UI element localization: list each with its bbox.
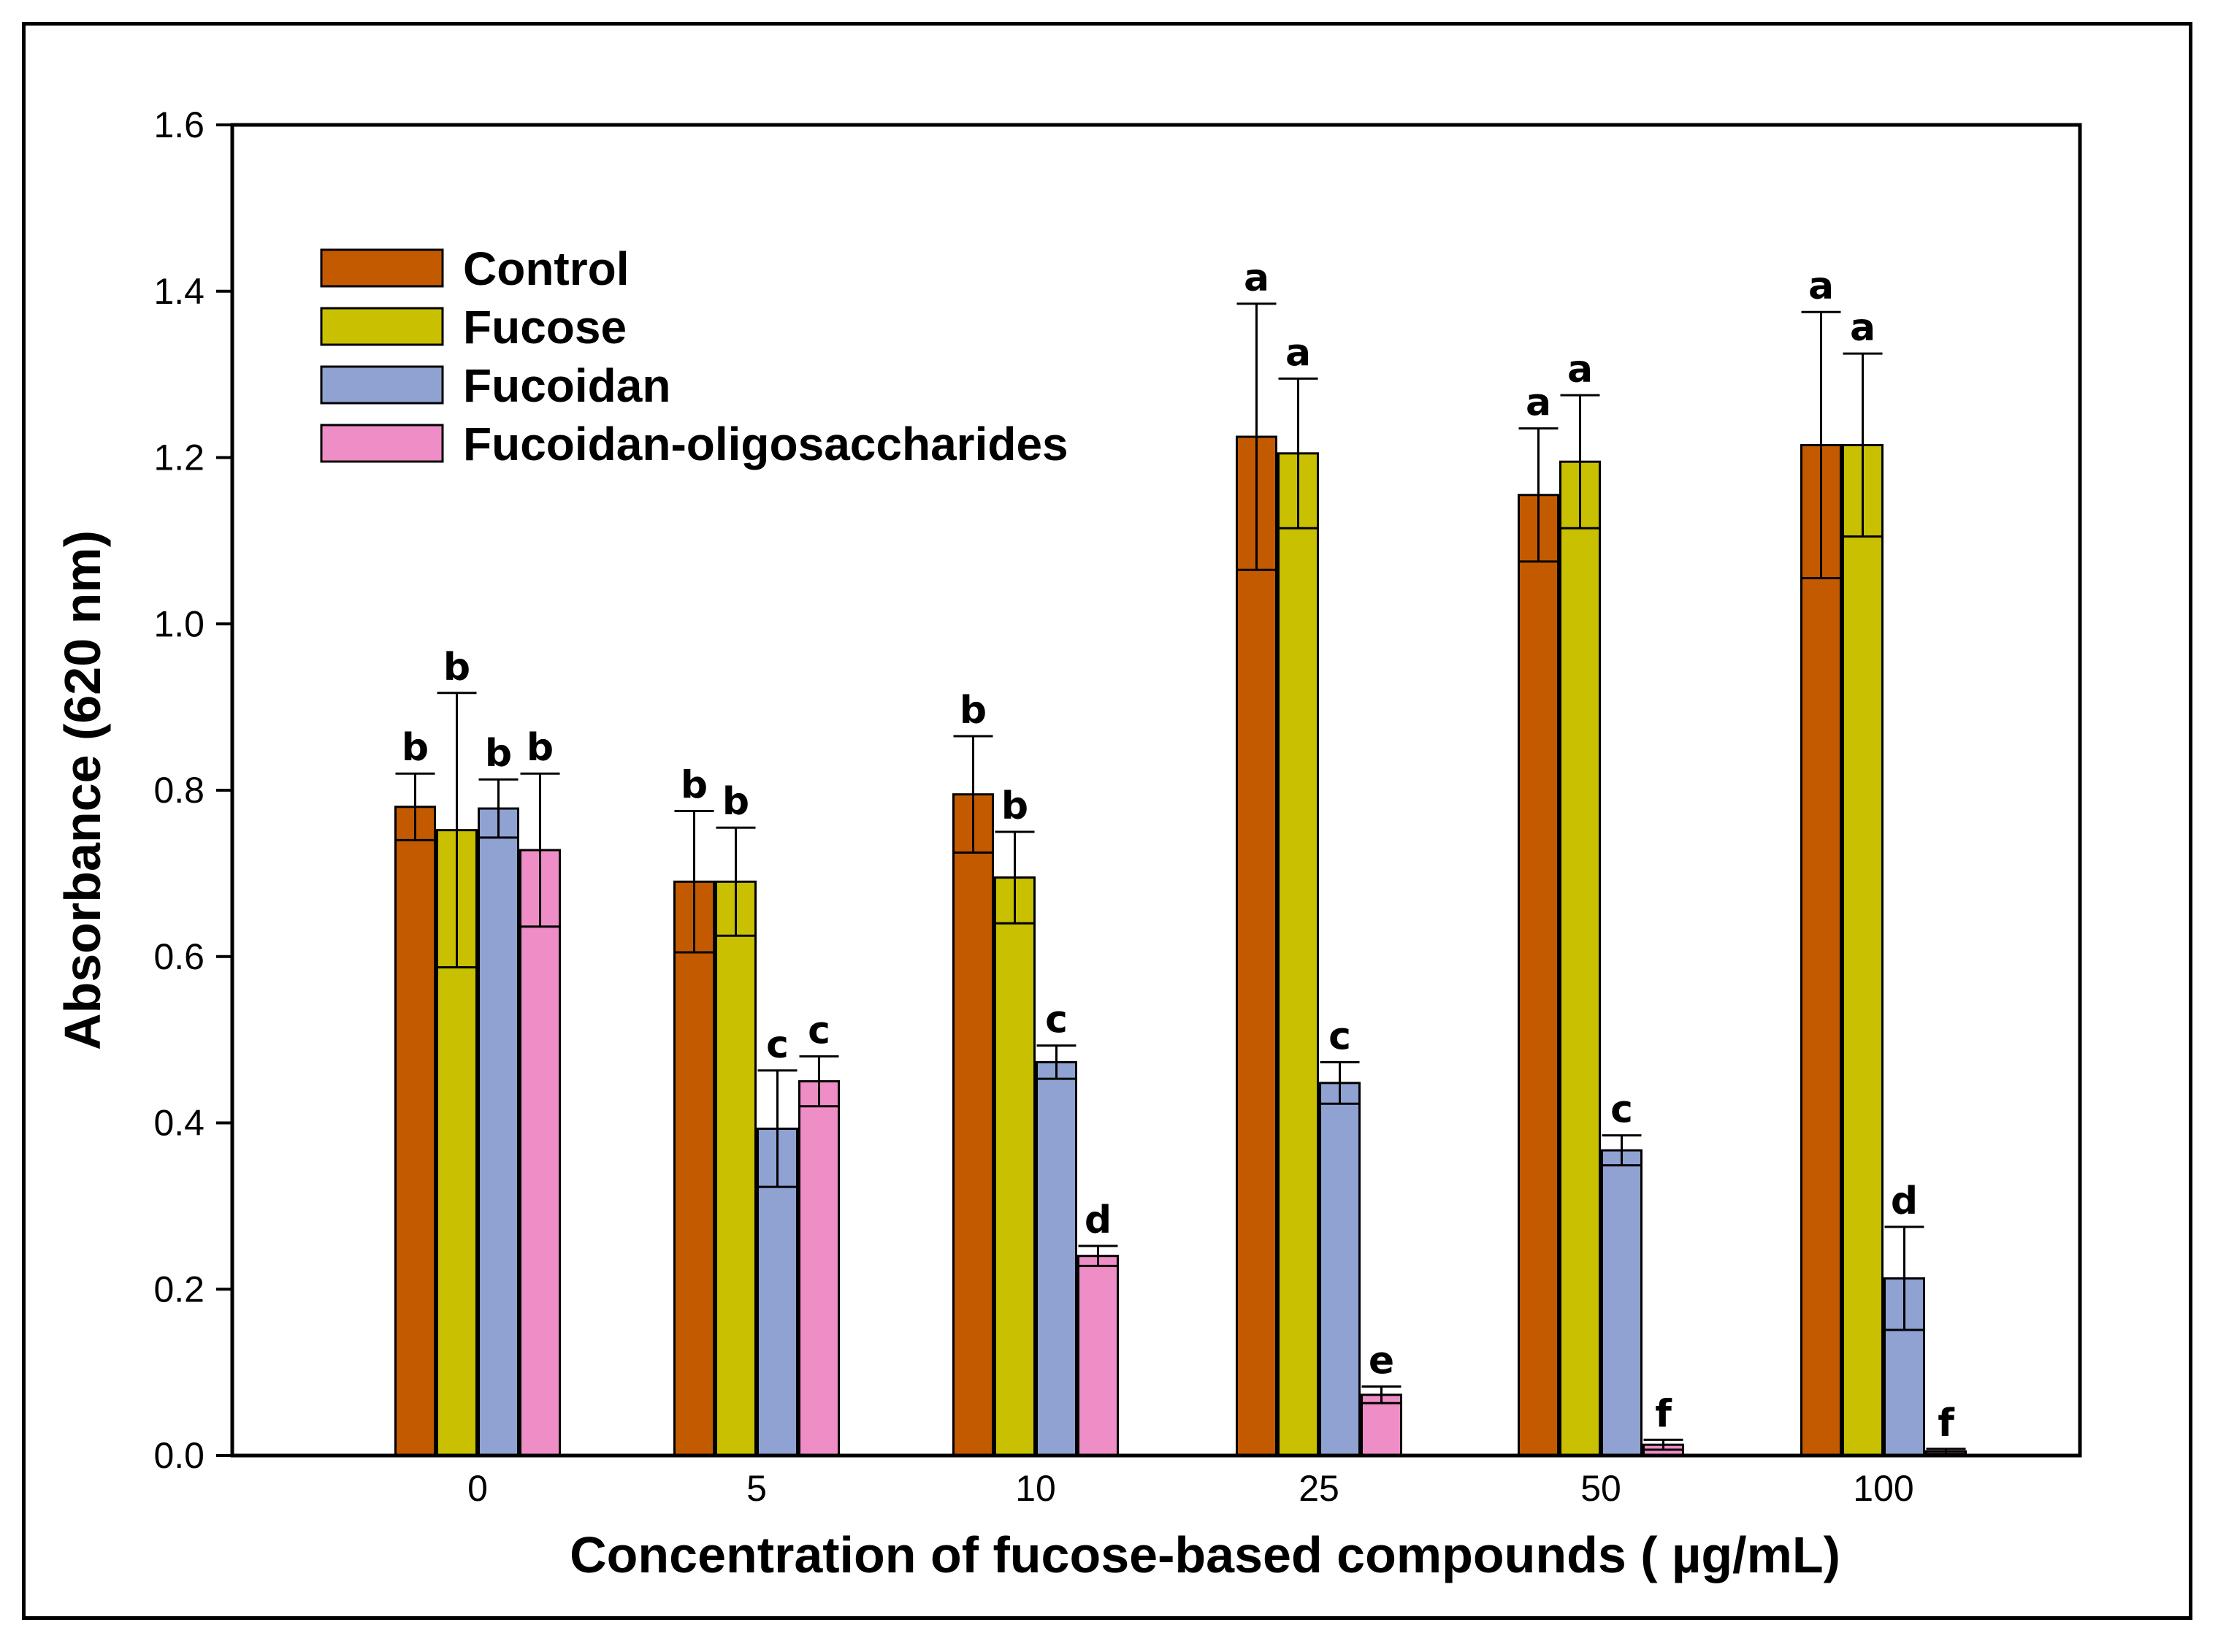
legend-label: Control (463, 242, 630, 295)
significance-letter: c (766, 1023, 789, 1067)
significance-letter: b (527, 726, 554, 770)
significance-letter: a (1526, 381, 1551, 425)
significance-letter: b (402, 726, 429, 770)
significance-letter: b (722, 780, 749, 824)
significance-letter: a (1567, 348, 1593, 391)
significance-letter: b (485, 732, 512, 776)
legend-swatch (320, 365, 444, 405)
bar (1236, 435, 1277, 1457)
significance-letter: a (1244, 256, 1269, 300)
y-tick-label: 0.2 (153, 1269, 204, 1309)
legend-swatch (320, 248, 444, 288)
figure-frame (22, 22, 2192, 1620)
bar (952, 793, 994, 1457)
bar (673, 880, 715, 1457)
bar (1601, 1149, 1643, 1457)
y-tick-label: 1.2 (153, 437, 204, 478)
significance-letter: b (681, 763, 708, 807)
significance-letter: a (1285, 331, 1311, 375)
bar (478, 807, 519, 1457)
x-axis-title: Concentration of fucose-based compounds … (570, 1526, 1840, 1583)
x-tick-label: 5 (746, 1468, 767, 1509)
y-tick-label: 0.8 (153, 770, 204, 811)
significance-letter: b (443, 646, 470, 689)
bar (1842, 443, 1884, 1457)
y-axis-ticks: 0.0 0.2 0.4 0.6 0.8 1.0 1.2 1.4 1.6 (153, 104, 232, 1476)
significance-letter: c (1045, 998, 1068, 1042)
legend-label: Fucoidan (463, 359, 670, 412)
bar (1319, 1082, 1361, 1457)
significance-letter: d (1085, 1198, 1112, 1242)
y-tick-label: 0.6 (153, 936, 204, 977)
bar (519, 849, 561, 1457)
x-tick-label: 50 (1580, 1468, 1621, 1509)
y-axis-title: Absorbance (620 nm) (54, 530, 111, 1050)
bar (798, 1080, 840, 1457)
y-tick-label: 0.4 (153, 1103, 204, 1144)
bar (1800, 443, 1842, 1457)
y-tick-label: 1.4 (153, 271, 204, 312)
x-tick-label: 100 (1853, 1468, 1913, 1509)
x-axis-ticks: 0 5 10 25 50 100 (467, 1468, 1914, 1509)
bar (1077, 1255, 1119, 1457)
legend: Control Fucose Fucoidan Fucoidan-oligosacch… (320, 242, 1068, 470)
significance-letter: e (1369, 1339, 1394, 1383)
significance-letter: b (1001, 784, 1028, 828)
bar (1277, 452, 1319, 1457)
x-tick-label: 10 (1015, 1468, 1056, 1509)
x-tick-label: 0 (467, 1468, 488, 1509)
plot-area-border (230, 123, 2082, 1458)
bar (1559, 460, 1601, 1457)
bar (394, 806, 436, 1457)
legend-swatch (320, 424, 444, 463)
significance-letter: c (1328, 1014, 1351, 1058)
bar-series-group (394, 435, 1967, 1457)
legend-label: Fucose (463, 301, 627, 353)
x-tick-label: 25 (1299, 1468, 1339, 1509)
bar (715, 880, 757, 1457)
legend-label: Fucoidan-oligosaccharides (463, 418, 1068, 470)
significance-letter: f (1938, 1401, 1955, 1445)
y-tick-label: 1.0 (153, 603, 204, 644)
significance-letter: b (960, 689, 987, 733)
bar (994, 876, 1036, 1457)
error-bars-group (395, 302, 1966, 1456)
significance-letter: a (1850, 306, 1875, 350)
significance-letter: d (1891, 1179, 1918, 1223)
significance-letter: c (1610, 1088, 1633, 1132)
significance-letter: c (808, 1009, 830, 1052)
y-tick-label: 0.0 (153, 1435, 204, 1476)
bar (1518, 494, 1559, 1457)
legend-swatch (320, 307, 444, 346)
significance-letter: a (1808, 264, 1834, 308)
y-tick-label: 1.6 (153, 104, 204, 145)
significance-letter: f (1655, 1392, 1672, 1436)
bar (1036, 1060, 1077, 1457)
